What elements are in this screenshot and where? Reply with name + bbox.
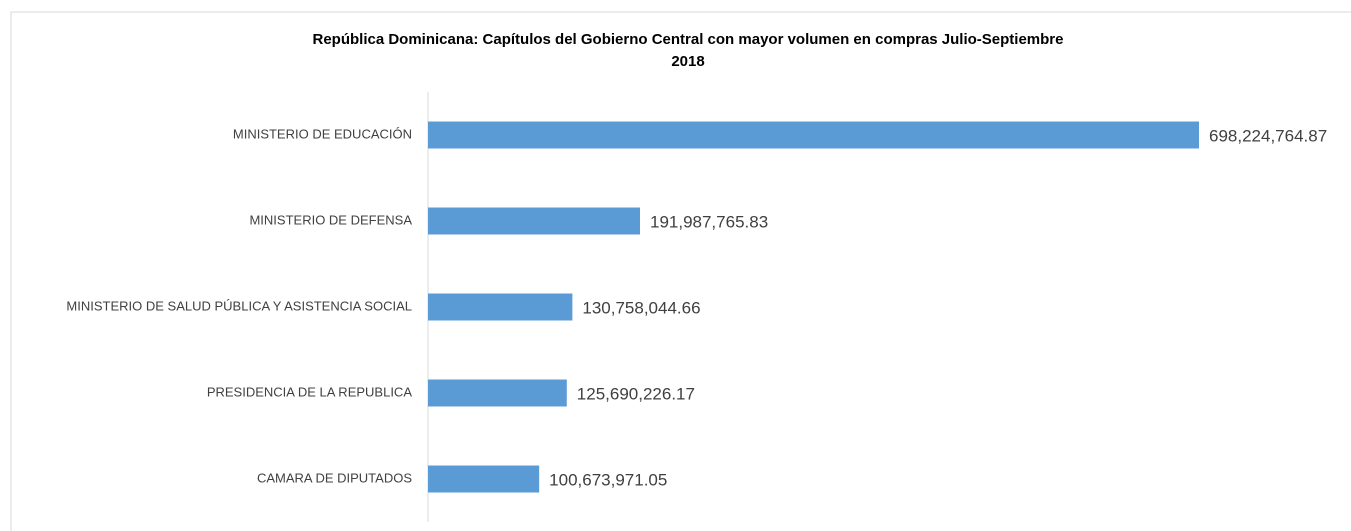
chart-title: República Dominicana: Capítulos del Gobi…: [313, 31, 1064, 70]
y-tick-label: PRESIDENCIA DE LA REPUBLICA: [207, 384, 413, 399]
bar: [428, 465, 540, 493]
y-tick-label: CAMARA DE DIPUTADOS: [257, 470, 412, 485]
y-tick-label: MINISTERIO DE DEFENSA: [249, 212, 412, 227]
data-label: 130,758,044.66: [582, 298, 700, 317]
data-label: 125,690,226.17: [577, 384, 695, 403]
bar: [428, 207, 640, 235]
y-tick-label: MINISTERIO DE SALUD PÚBLICA Y ASISTENCIA…: [66, 298, 412, 313]
data-label: 100,673,971.05: [549, 470, 667, 489]
bar: [428, 293, 573, 321]
bar: [428, 121, 1199, 149]
data-label: 698,224,764.87: [1209, 126, 1327, 145]
bar: [428, 379, 567, 407]
data-label: 191,987,765.83: [650, 212, 768, 231]
chart-frame: [10, 11, 1351, 531]
y-tick-label: MINISTERIO DE EDUCACIÓN: [233, 126, 412, 141]
